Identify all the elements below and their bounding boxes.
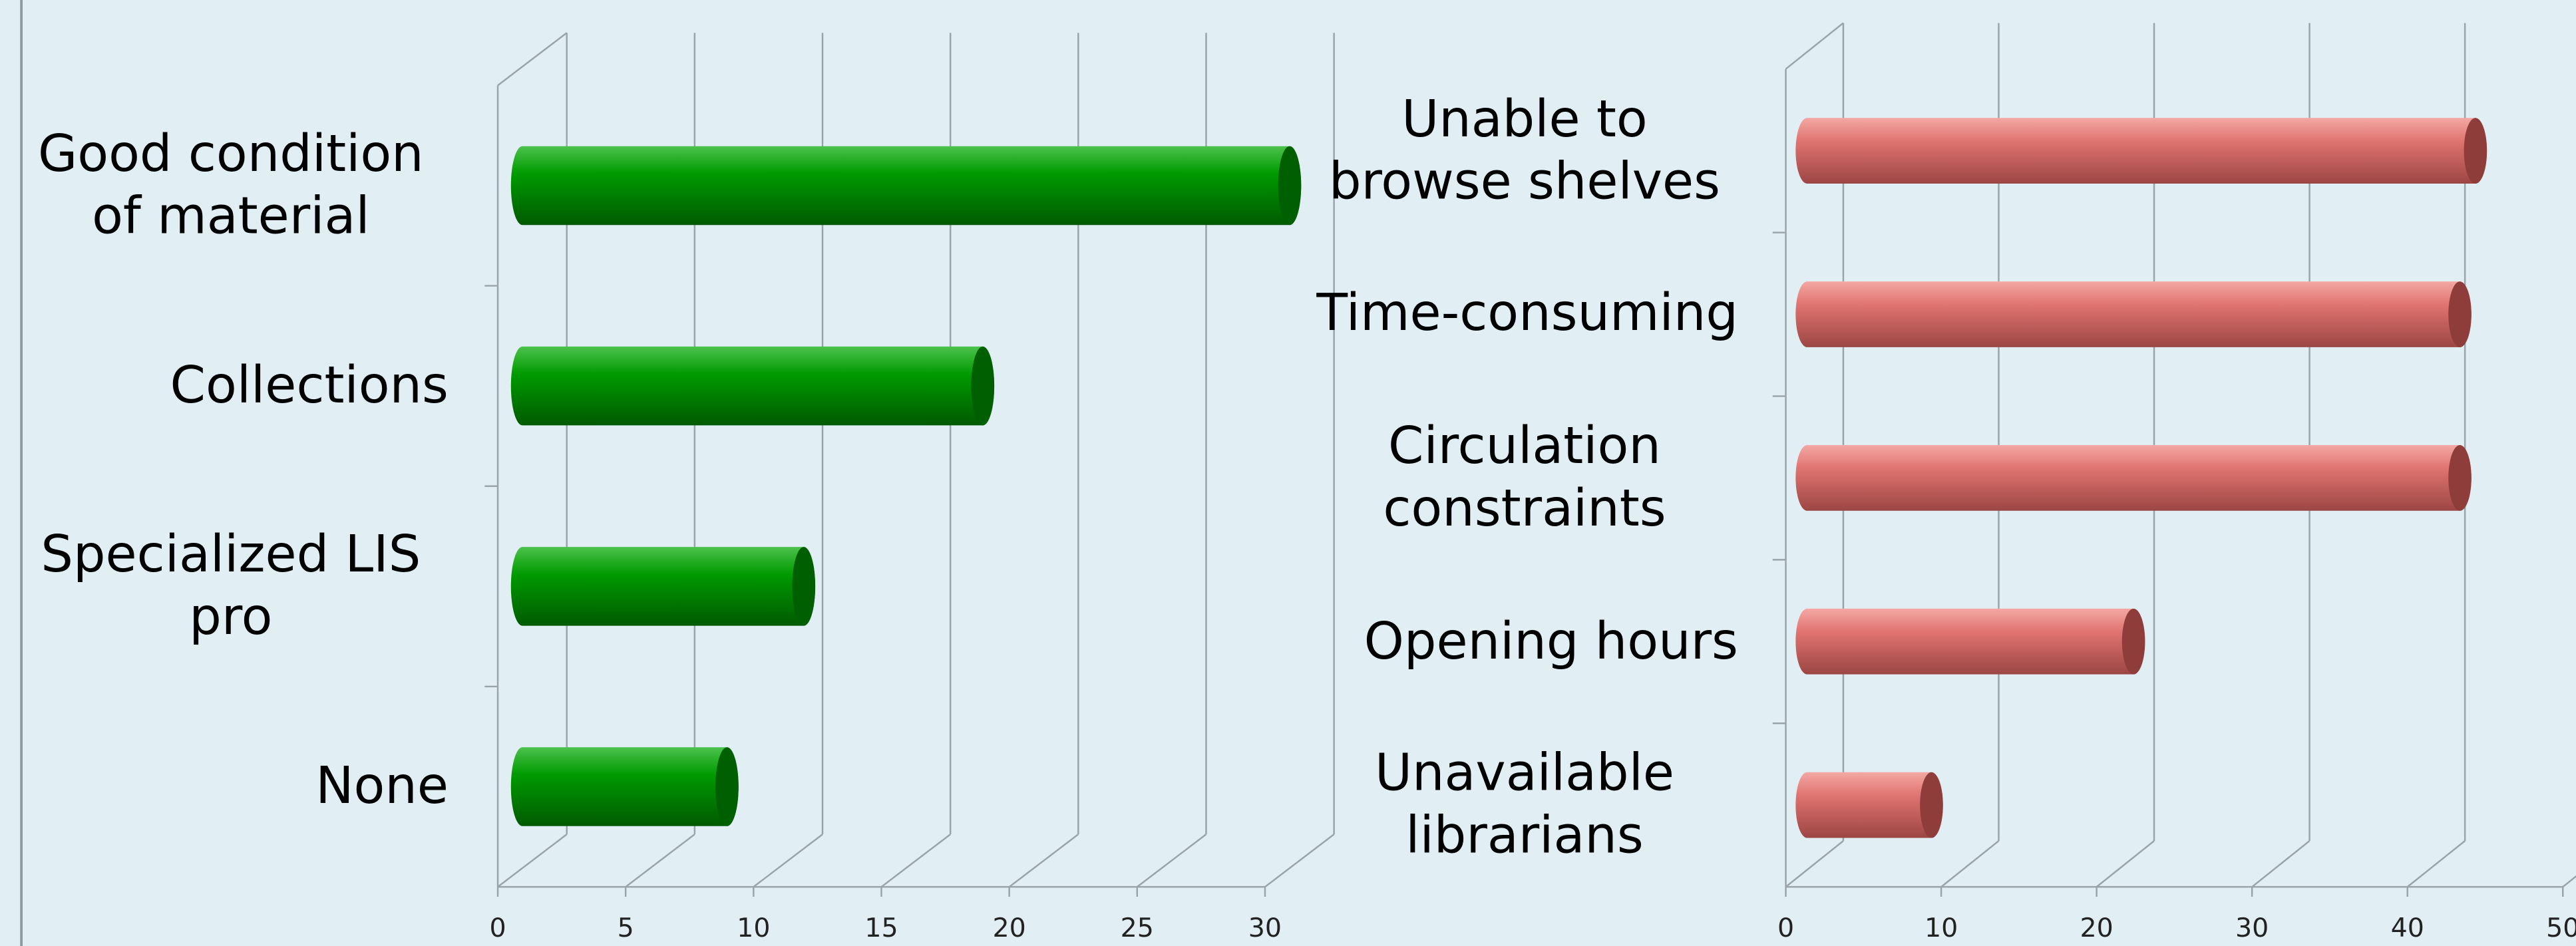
bar — [1795, 445, 2472, 511]
category-label: Unable to browse shelves — [1311, 77, 1738, 225]
bar — [1795, 608, 2145, 675]
bar-cap — [1920, 772, 1943, 838]
category-text: Unable to browse shelves — [1328, 90, 1721, 212]
x-tick-label: 15 — [864, 913, 898, 943]
bar-cap — [2448, 445, 2472, 511]
floor-grid-line — [2096, 840, 2155, 888]
bar-body — [1795, 445, 2472, 511]
x-tick-label: 30 — [2235, 913, 2269, 943]
bar-body — [1795, 281, 2472, 347]
x-tick-label: 25 — [1121, 913, 1154, 943]
bar-body — [1795, 772, 1943, 838]
bar-cap — [715, 747, 739, 826]
floor-grid-line — [1137, 834, 1207, 888]
category-text: Unavailable librarians — [1374, 744, 1674, 866]
floor-grid-line — [625, 834, 695, 888]
floor-grid-line — [2251, 840, 2310, 888]
floor-grid-line — [1940, 840, 2000, 888]
category-label: Circulation constraints — [1311, 404, 1738, 552]
bar-cap — [792, 547, 816, 626]
category-text: Opening hours — [1364, 611, 1738, 671]
x-tick-label: 5 — [618, 913, 634, 943]
category-label: Collections — [13, 312, 449, 460]
floor-grid-line — [497, 834, 568, 888]
bar — [1795, 118, 2487, 184]
bar — [510, 346, 995, 426]
floor-grid-line — [880, 834, 951, 888]
x-tick-label: 20 — [2080, 913, 2113, 943]
bar-body — [510, 146, 1302, 226]
bar — [1795, 281, 2472, 347]
wall-edge — [1785, 22, 1844, 70]
x-tick-label: 10 — [737, 913, 770, 943]
bar-body — [1795, 608, 2145, 675]
x-tick-label: 50 — [2546, 913, 2576, 943]
floor-grid-line — [2562, 875, 2576, 888]
bar-cap — [2121, 608, 2145, 675]
category-label: None — [13, 712, 449, 860]
floor-grid-line — [1008, 834, 1079, 888]
category-text: Collections — [170, 356, 449, 416]
category-text: Circulation constraints — [1383, 417, 1666, 539]
floor-grid-line — [753, 834, 823, 888]
bar-cap — [971, 346, 995, 426]
category-label: Unavailable librarians — [1311, 731, 1738, 879]
bar-cap — [1278, 146, 1302, 226]
bar-body — [1795, 118, 2487, 184]
bar-cap — [2464, 118, 2487, 184]
category-label: Good condition of material — [13, 112, 449, 259]
category-text: Time-consuming — [1316, 285, 1738, 344]
category-text: Good condition of material — [37, 124, 424, 247]
bar-body — [510, 346, 995, 426]
category-label: Time-consuming — [1311, 240, 1738, 388]
category-label: Opening hours — [1311, 567, 1738, 715]
floor-grid-line — [1264, 834, 1335, 888]
bar-cap — [2448, 281, 2472, 347]
bar-body — [510, 747, 739, 826]
bar — [510, 146, 1302, 226]
bar — [510, 547, 816, 626]
x-tick-label: 10 — [1925, 913, 1958, 943]
x-tick-label: 20 — [993, 913, 1026, 943]
floor-grid-line — [2406, 840, 2466, 888]
category-text: None — [315, 757, 449, 816]
x-tick-label: 40 — [2391, 913, 2424, 943]
floor-grid-line — [1785, 840, 1844, 888]
category-text: Specialized LIS pro — [41, 526, 421, 647]
x-tick-label: 0 — [1777, 913, 1794, 943]
x-tick-label: 0 — [489, 913, 506, 943]
bar — [510, 747, 739, 826]
x-tick-label: 30 — [1248, 913, 1282, 943]
wall-edge — [497, 32, 568, 86]
bar — [1795, 772, 1943, 838]
category-label: Specialized LIS pro — [13, 512, 449, 660]
bar-body — [510, 547, 816, 626]
